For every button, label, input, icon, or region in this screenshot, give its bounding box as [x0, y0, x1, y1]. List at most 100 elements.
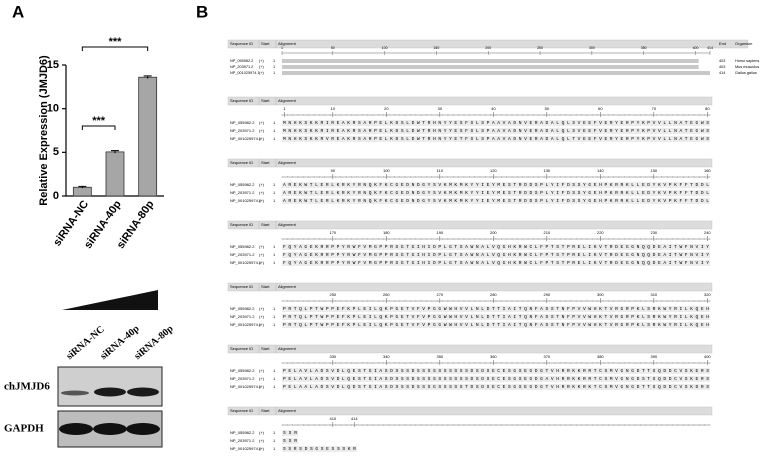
ruler-label: 300 [589, 46, 595, 50]
start: 1 [273, 128, 276, 133]
ruler-label: 110 [437, 168, 444, 173]
ruler-label: 310 [650, 292, 657, 297]
start: 1 [273, 438, 276, 443]
start: 1 [273, 182, 276, 187]
alignment-header [227, 39, 749, 49]
ruler-label: 240 [704, 230, 711, 235]
strand: (+) [259, 71, 264, 75]
ruler-label: 190 [436, 230, 443, 235]
sequence-background [282, 314, 710, 320]
header-label: End [719, 41, 726, 46]
ruler-label: 1 [284, 106, 287, 111]
ruler-label: 414 [351, 416, 358, 421]
header-label: Start [261, 98, 270, 103]
strand: (+) [259, 65, 264, 69]
start: 1 [273, 384, 276, 389]
strand: (+) [259, 314, 265, 319]
start: 1 [273, 368, 276, 373]
ruler-label: 414 [707, 46, 713, 50]
ruler-label: 220 [597, 230, 604, 235]
blot-band [59, 423, 93, 435]
sequence-background [282, 322, 710, 328]
ruler-label: 150 [650, 168, 657, 173]
header-label: Sequence ID [230, 408, 253, 413]
ruler-label: 120 [490, 168, 497, 173]
sequence-background [282, 120, 710, 126]
strand: (+) [259, 384, 265, 389]
alignment-header [227, 282, 713, 292]
header-label: Alignment [278, 98, 297, 103]
header-label: Alignment [278, 222, 297, 227]
ruler-label: 260 [383, 292, 390, 297]
strand: (+) [259, 430, 265, 435]
ruler-label: 70 [652, 106, 657, 111]
sequence-background [282, 446, 357, 452]
significance-label: *** [92, 115, 106, 127]
strand: (+) [259, 198, 265, 203]
start: 1 [273, 446, 276, 451]
ruler-label: 200 [485, 46, 491, 50]
sequence-id: NP_055982.2 [230, 120, 255, 125]
strand: (+) [259, 376, 265, 381]
sequence-background [282, 244, 710, 250]
header-label: Alignment [278, 346, 297, 351]
strand: (+) [259, 182, 265, 187]
error-bar [78, 185, 87, 189]
start: 1 [273, 198, 276, 203]
ruler-label: 30 [438, 106, 443, 111]
ruler-label: 50 [331, 46, 335, 50]
sequence-id: NP_055982.2 [230, 306, 255, 311]
error-bar [143, 75, 152, 79]
sequence-id: NP_055982.2 [230, 430, 255, 435]
strand: (+) [259, 190, 265, 195]
ruler-label: 150 [433, 46, 439, 50]
ruler-label: 410 [329, 416, 336, 421]
sequence-background [282, 198, 710, 204]
alignment-header [227, 96, 713, 106]
ruler-label: 400 [704, 354, 711, 359]
strand: (+) [259, 260, 265, 265]
start: 1 [273, 322, 276, 327]
sequence-id: NP_055982.2 [230, 368, 255, 373]
header-label: Start [261, 408, 270, 413]
strand: (+) [259, 120, 265, 125]
band-label: GAPDH [4, 423, 44, 435]
ruler-label: 180 [383, 230, 390, 235]
strand: (+) [259, 128, 265, 133]
y-tick-label: 15 [47, 59, 59, 71]
header-label: Start [261, 160, 270, 165]
sequence-id: NP_001025974.1 [230, 260, 262, 265]
sequence-id: NP_203971.2 [230, 438, 255, 443]
ruler-label: 350 [436, 354, 443, 359]
sequence-id: NP_203971.2 [230, 65, 253, 69]
start: 1 [273, 252, 276, 257]
strand: (+) [259, 244, 265, 249]
ruler-label: 10 [331, 106, 336, 111]
ruler-label: 60 [598, 106, 603, 111]
ruler-label: 350 [641, 46, 647, 50]
ruler-label: 130 [543, 168, 550, 173]
band-label: chJMJD6 [4, 381, 50, 393]
sequence-id: NP_055982.2 [230, 59, 253, 63]
ruler-label: 230 [650, 230, 657, 235]
sequence-background [282, 376, 710, 382]
header-label: Start [261, 346, 270, 351]
error-bar [111, 150, 119, 154]
start: 1 [273, 260, 276, 265]
start: 1 [273, 314, 276, 319]
sequence-id: NP_203971.2 [230, 252, 255, 257]
sequence-background [282, 182, 710, 188]
sequence-id: NP_055982.2 [230, 182, 255, 187]
coverage-bar [282, 59, 699, 63]
sequence: SSR [283, 438, 297, 444]
start: 1 [273, 306, 276, 311]
sequence-background [282, 438, 299, 444]
header-label: Alignment [278, 41, 297, 46]
ruler-label: 340 [383, 354, 390, 359]
ruler-label: 90 [331, 168, 336, 173]
header-label: Sequence ID [230, 222, 253, 227]
significance-bracket [81, 46, 149, 51]
end: 403 [719, 65, 725, 69]
sequence-background [282, 128, 710, 134]
bar [138, 76, 158, 197]
